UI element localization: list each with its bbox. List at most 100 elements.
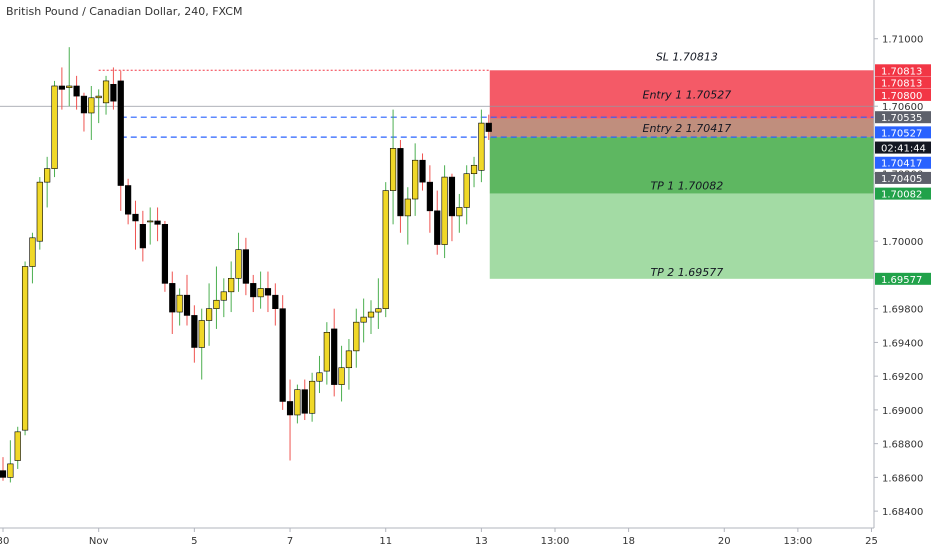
candle-body [7,463,14,478]
price-tick-label: 1.69200 [882,372,923,383]
candle-body [316,372,323,382]
candle-body [301,389,308,414]
candle-body [0,470,7,478]
candle-body [198,320,205,348]
candle-body [463,173,470,208]
time-tick-label: 25 [865,536,878,547]
candle-body [404,198,411,217]
candle-body [125,185,132,215]
price-tick-label: 1.70000 [882,237,923,248]
candle-body [323,331,330,372]
tp1-label: TP 1 1.70082 [650,180,723,193]
candle-body [286,401,294,416]
candle-body [95,95,102,99]
sl-zone [489,70,874,119]
candle-body [14,431,21,461]
candle-body [382,190,389,309]
time-tick-label: 5 [191,536,197,547]
candle-body [272,294,279,309]
candle-body [412,159,419,200]
price-tag [875,126,931,139]
candle-body [441,176,448,245]
candle-body [434,210,441,245]
price-tag-label: 1.70813 [881,79,922,90]
candle-body [456,207,463,217]
candle-body [154,220,161,225]
time-tick-label: 11 [379,536,392,547]
candle-body [132,213,139,222]
chart-title: British Pound / Canadian Dollar, 240, FX… [6,5,243,18]
price-tag-label: 1.70800 [881,91,922,102]
candle-body [294,389,301,416]
time-tick-label: 18 [622,536,635,547]
candle-body [353,321,360,352]
candle-body [51,85,58,169]
candle-body [80,95,88,114]
entry2-label: Entry 2 1.70417 [643,122,732,135]
price-tick-label: 1.68600 [882,473,923,484]
candle-body [309,380,316,414]
price-tag [875,76,931,89]
candle-body [220,291,227,301]
tp2-zone [489,193,874,279]
tp1-zone [489,137,874,194]
time-tick-label: 13:00 [783,536,812,547]
time-tick-label: Nov [89,536,109,547]
candle-body [426,181,433,212]
entry-zone [489,118,874,138]
candle-body [102,80,110,104]
price-tick-label: 1.68800 [882,440,923,451]
candle-body [58,85,65,90]
time-tick-label: 20 [718,536,731,547]
candle-body [161,224,169,284]
price-tag [875,88,931,101]
candle-body [228,278,235,293]
candle-body [242,249,249,284]
candle-body [147,220,154,223]
candle-body [448,176,456,217]
candle-body [139,224,146,249]
price-tick-label: 1.69400 [882,338,923,349]
candle-body [345,350,353,369]
price-tag-label: 1.70082 [881,190,922,201]
price-tag [875,64,931,77]
price-tag-label: 1.70417 [881,159,922,170]
price-tag-label: 02:41:44 [881,144,926,155]
candle-body [470,164,478,175]
candle-body [279,308,286,402]
candle-body [191,315,198,348]
candle-body [331,328,338,385]
candle-body [419,159,426,183]
time-tick-label: 7 [287,536,293,547]
candle-body [44,168,51,183]
price-tag-label: 1.70535 [881,113,922,124]
tp2-label: TP 2 1.69577 [650,266,723,279]
candle-body [478,122,485,171]
candle-body [338,367,345,385]
candle-body [110,83,117,102]
candle-body [88,97,95,114]
candle-body [235,249,242,279]
candle-body [205,308,213,321]
candle-body [213,299,220,309]
price-tag [875,187,931,200]
candle-body [360,316,367,323]
candle-body [397,148,404,217]
candle-body [21,266,29,431]
candle-body [367,311,375,318]
price-tick-label: 1.69000 [882,406,923,417]
price-tag [875,272,931,285]
candle-body [66,85,73,88]
candle-body [36,181,43,242]
price-tag-label: 1.70527 [881,128,922,139]
price-tick-label: 1.69800 [882,305,923,316]
price-tag-label: 1.70813 [881,66,922,77]
price-tick-label: 1.71000 [882,35,923,46]
candle-body [183,294,191,316]
candle-body [375,308,382,313]
price-tick-label: 1.70600 [882,102,923,113]
candle-body [29,237,36,267]
price-tag [875,111,931,124]
candle-body [250,283,257,298]
